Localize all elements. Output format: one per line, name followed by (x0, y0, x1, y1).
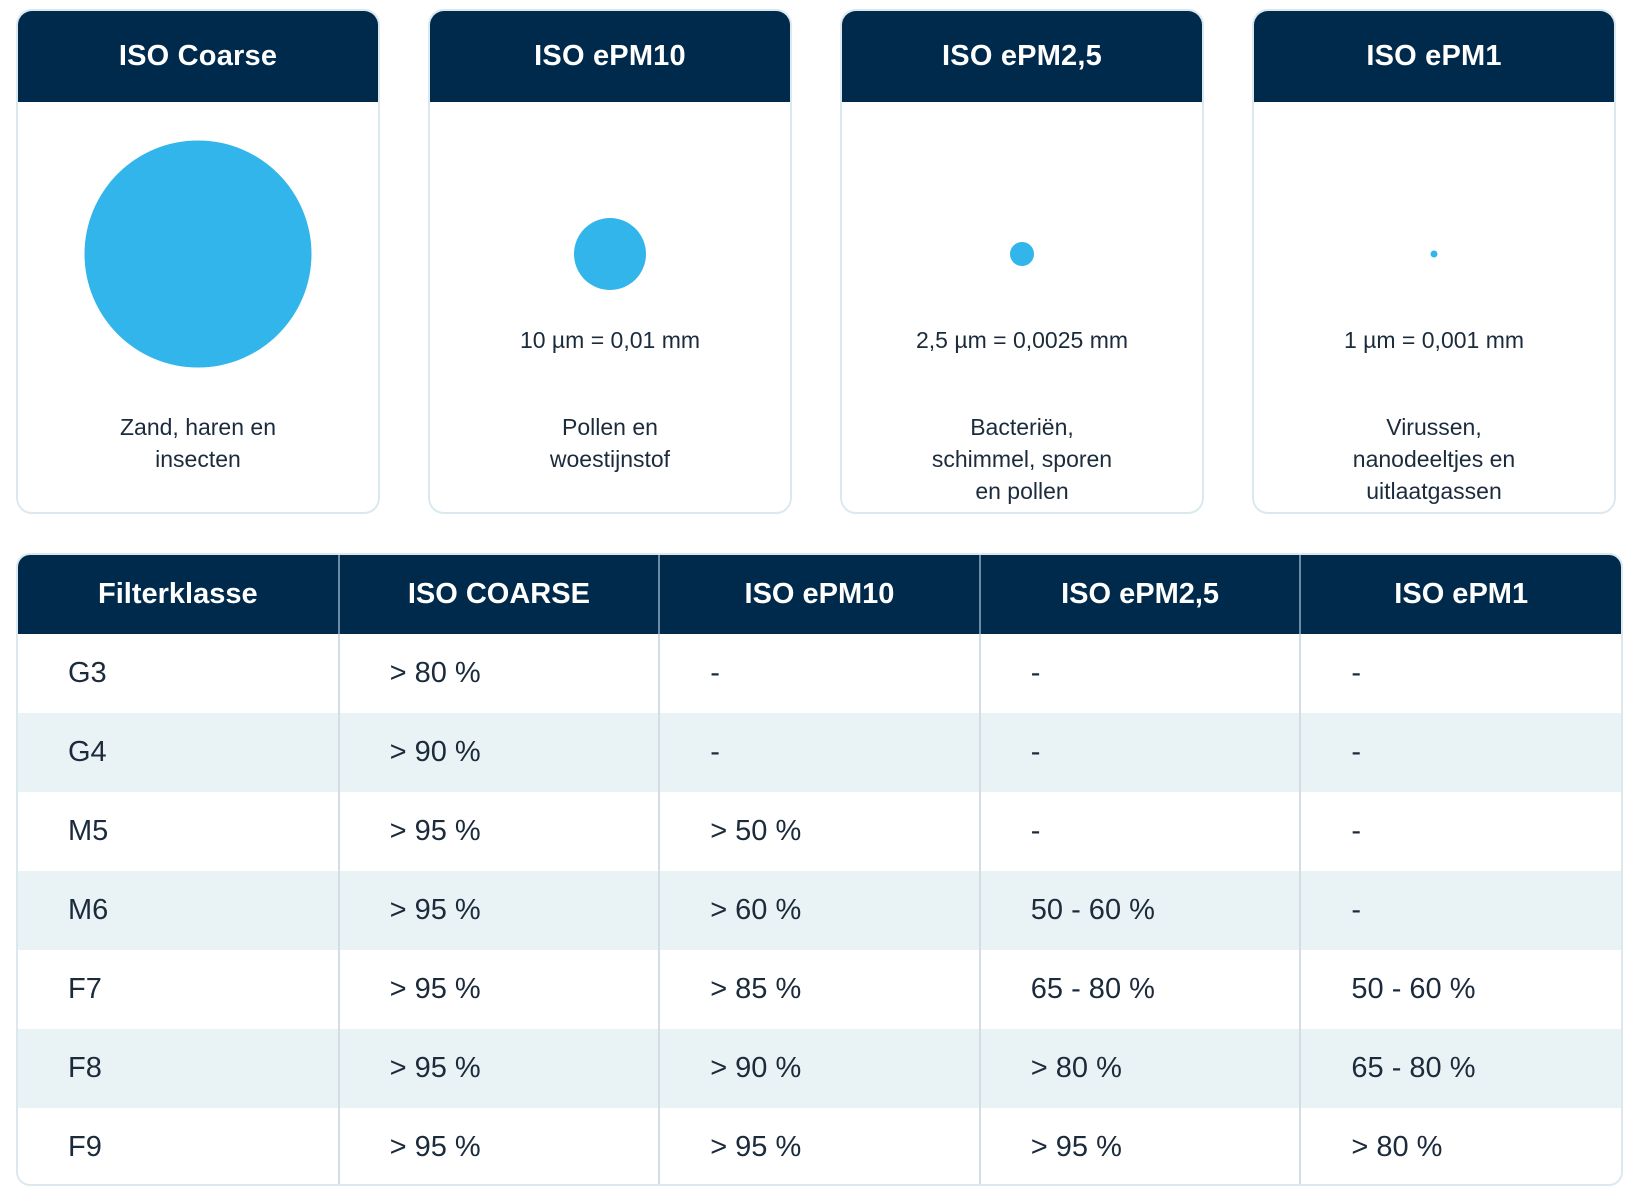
particle-size-cards: ISO Coarse Zand, haren en insecten ISO e… (16, 9, 1622, 516)
table-row: F7 > 95 % > 85 % 65 - 80 % 50 - 60 % (18, 950, 1621, 1029)
table-cell: - (979, 792, 1302, 871)
table-cell: - (979, 634, 1302, 713)
table-cell: 50 - 60 % (979, 871, 1302, 950)
table-cell: > 95 % (338, 871, 661, 950)
table-cell: 50 - 60 % (1351, 973, 1476, 1005)
card-iso-epm10: ISO ePM10 10 µm = 0,01 mm Pollen en woes… (428, 9, 792, 514)
particle-circle-epm1 (1430, 250, 1438, 258)
table-cell: - (659, 634, 981, 713)
table-cell: 65 - 80 % (1300, 1029, 1621, 1108)
header-iso-epm10: ISO ePM10 (659, 555, 981, 634)
header-iso-epm2-5: ISO ePM2,5 (979, 555, 1302, 634)
filter-class-table: Filterklasse ISO COARSE ISO ePM10 ISO eP… (16, 553, 1623, 1186)
table-row: G4 > 90 % - - - (18, 713, 1621, 792)
table-cell: G3 (18, 634, 340, 713)
card-description: Bacteriën, schimmel, sporen en pollen (931, 414, 1113, 504)
card-iso-epm1: ISO ePM1 1 µm = 0,001 mm Virussen, nanod… (1252, 9, 1616, 514)
particle-size-label: 10 µm = 0,01 mm (519, 327, 701, 353)
table-cell: - (1351, 815, 1362, 847)
particle-circle-epm10 (574, 218, 646, 290)
table-cell: F9 (18, 1108, 340, 1184)
table-cell: M6 (18, 871, 340, 950)
table-row: F8 > 95 % > 90 % > 80 % 65 - 80 % (18, 1029, 1621, 1108)
table-cell: > 80 % (979, 1029, 1302, 1108)
table-cell: > 60 % (659, 871, 981, 950)
table-cell: > 95 % (338, 792, 661, 871)
table-cell: > 80 % (338, 634, 661, 713)
table-cell: > 90 % (338, 713, 661, 792)
table-cell: > 95 % (659, 1108, 981, 1184)
card-title: ISO ePM2,5 (842, 11, 1202, 102)
table-cell: > 85 % (659, 950, 981, 1029)
card-iso-coarse: ISO Coarse Zand, haren en insecten (16, 9, 380, 514)
card-title: ISO ePM1 (1254, 11, 1614, 102)
particle-circle-epm2-5 (1010, 242, 1034, 266)
table-cell: > 80 % (1351, 1131, 1443, 1163)
header-filterklasse: Filterklasse (18, 555, 340, 634)
card-title: ISO ePM10 (430, 11, 790, 102)
table-cell: > 90 % (659, 1029, 981, 1108)
table-row: G3 > 80 % - - - (18, 634, 1621, 713)
header-iso-coarse: ISO COARSE (338, 555, 661, 634)
table-header-row: Filterklasse ISO COARSE ISO ePM10 ISO eP… (18, 555, 1621, 634)
filter-table: Filterklasse ISO COARSE ISO ePM10 ISO eP… (18, 555, 1621, 1184)
table-row: M6 > 95 % > 60 % 50 - 60 % - (18, 871, 1621, 950)
table-cell: > 95 % (338, 950, 661, 1029)
table-cell: - (1300, 871, 1621, 950)
table-cell: F7 (18, 950, 340, 1029)
table-cell: > 95 % (338, 1029, 661, 1108)
card-description: Zand, haren en insecten (119, 414, 276, 472)
table-row: F9 > 95 % > 95 % > 95 % > 80 % (18, 1108, 1621, 1184)
card-description: Pollen en woestijnstof (549, 414, 671, 472)
table-cell: - (1300, 713, 1621, 792)
table-cell: - (979, 713, 1302, 792)
particle-size-label: 2,5 µm = 0,0025 mm (915, 327, 1129, 353)
particle-size-label: 1 µm = 0,001 mm (1343, 327, 1525, 353)
table-cell: F8 (18, 1029, 340, 1108)
table-cell: - (659, 713, 981, 792)
table-cell: - (1351, 657, 1362, 689)
table-cell: 65 - 80 % (979, 950, 1302, 1029)
particle-circle-coarse (84, 140, 312, 368)
card-description: Virussen, nanodeeltjes en uitlaatgassen (1352, 414, 1516, 504)
card-iso-epm2-5: ISO ePM2,5 2,5 µm = 0,0025 mm Bacteriën,… (840, 9, 1204, 514)
table-cell: M5 (18, 792, 340, 871)
table-row: M5 > 95 % > 50 % - - (18, 792, 1621, 871)
table-cell: G4 (18, 713, 340, 792)
table-cell: > 50 % (659, 792, 981, 871)
card-title: ISO Coarse (18, 11, 378, 102)
table-cell: > 95 % (338, 1108, 661, 1184)
table-cell: > 95 % (979, 1108, 1302, 1184)
header-iso-epm1: ISO ePM1 (1300, 555, 1621, 634)
